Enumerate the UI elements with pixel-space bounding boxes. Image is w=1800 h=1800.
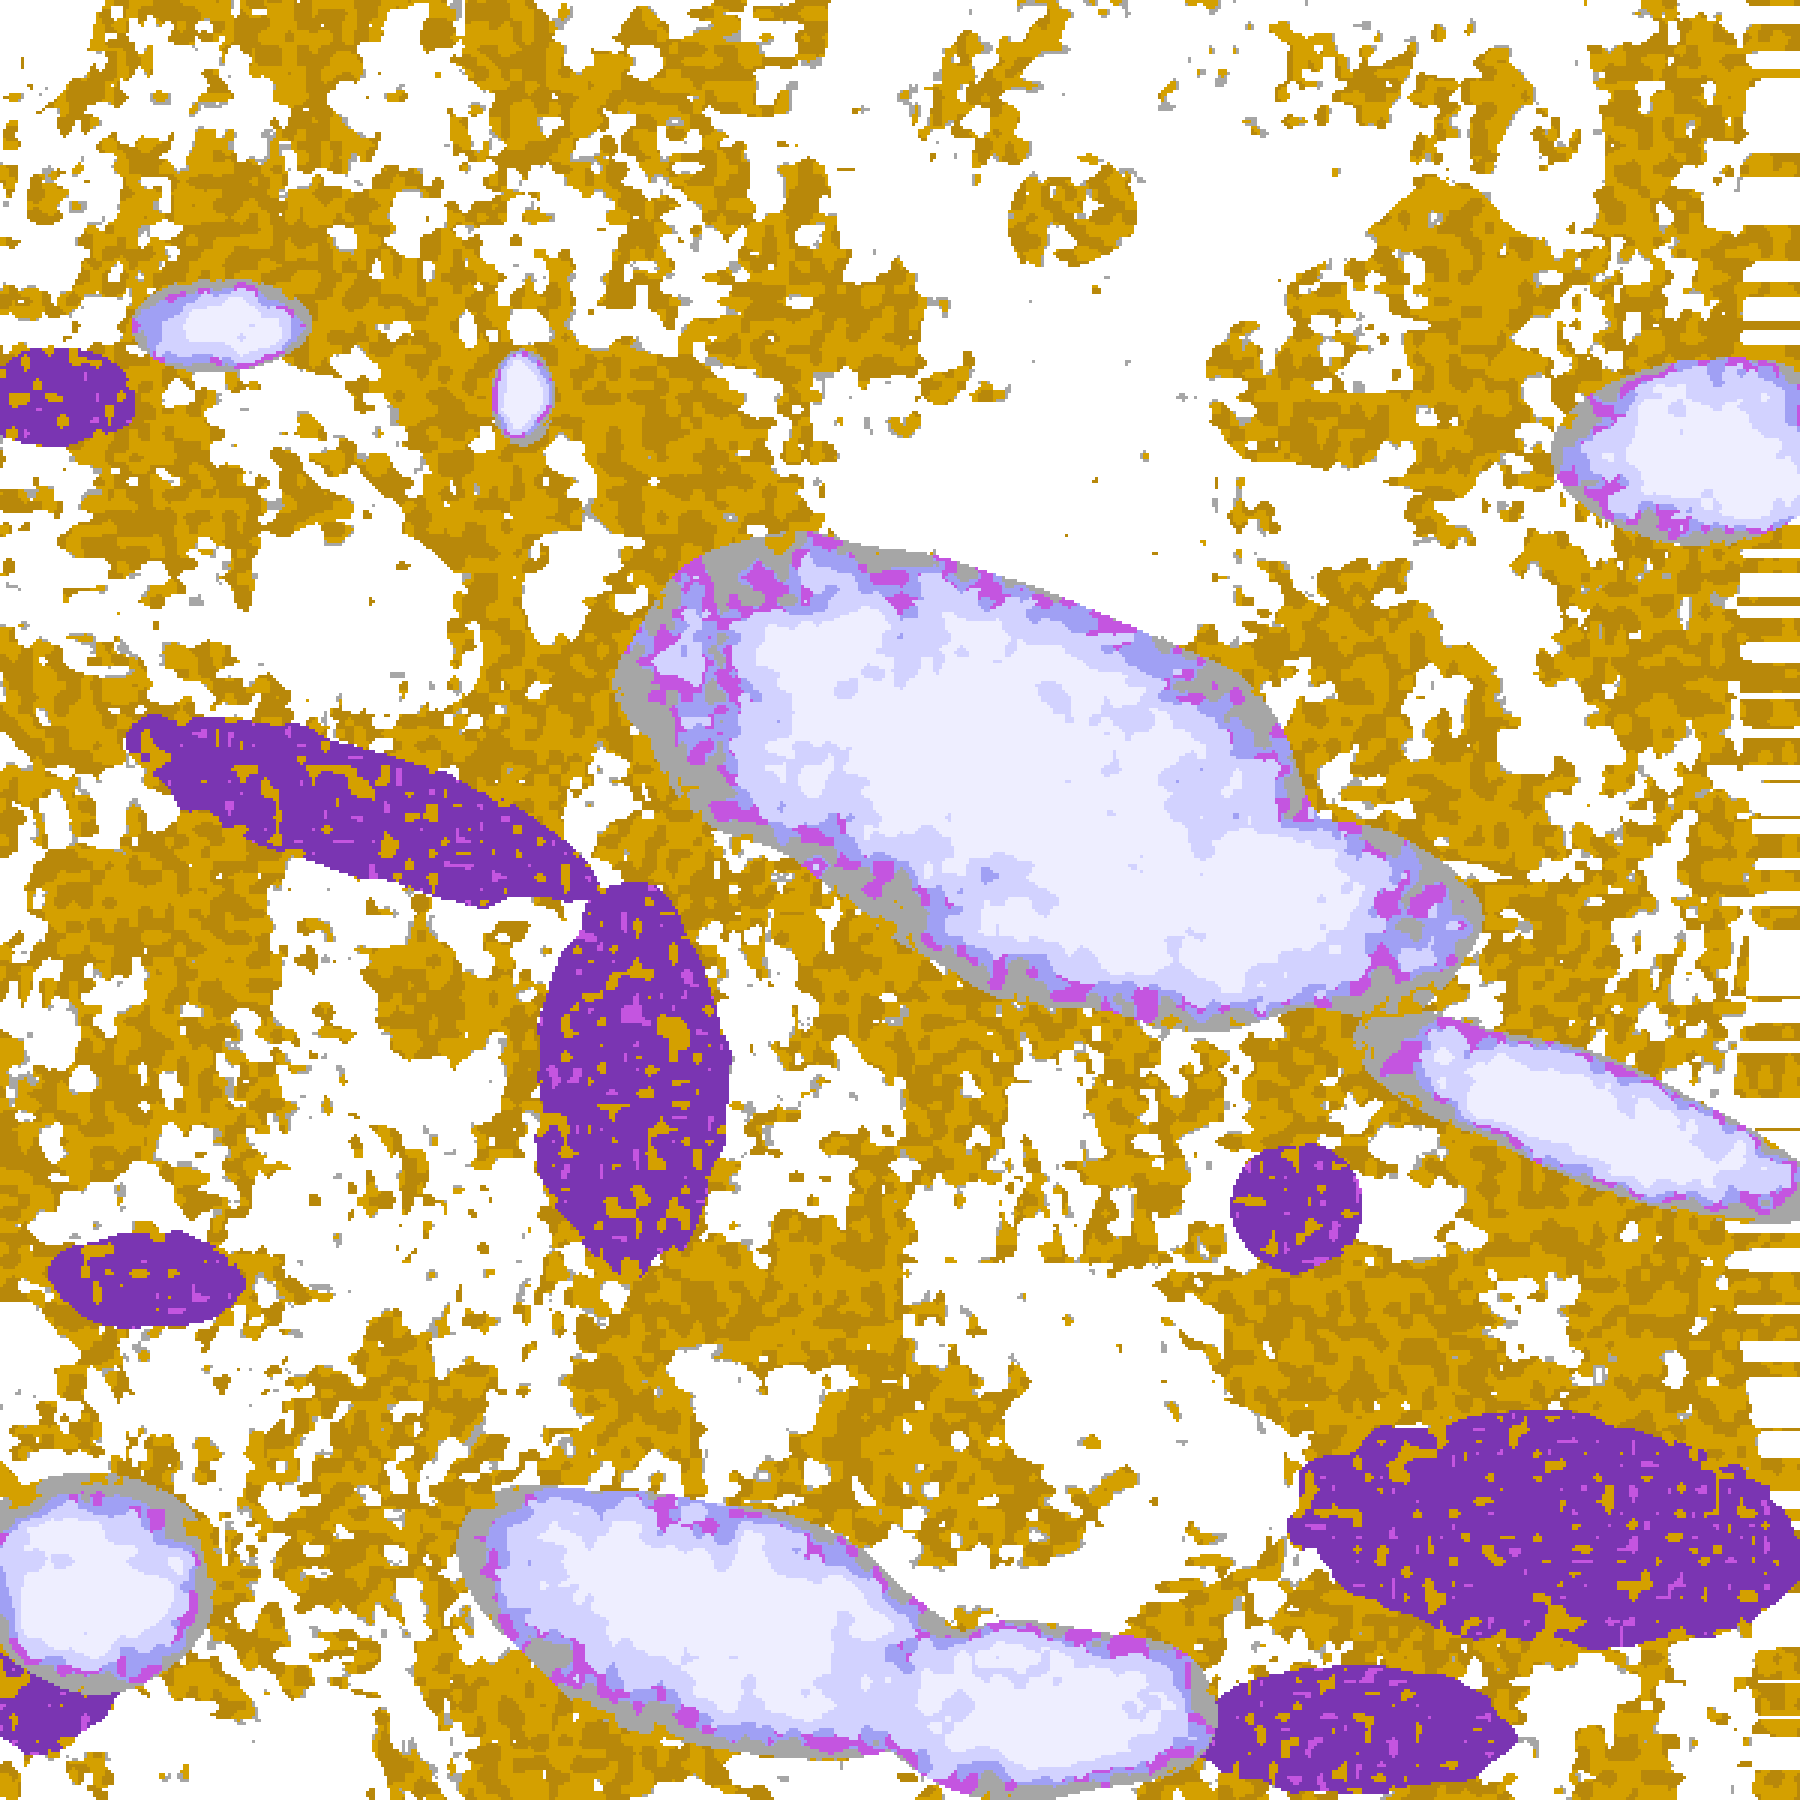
satellite-image <box>0 0 1800 1800</box>
cloud-classification-map <box>0 0 1800 1800</box>
